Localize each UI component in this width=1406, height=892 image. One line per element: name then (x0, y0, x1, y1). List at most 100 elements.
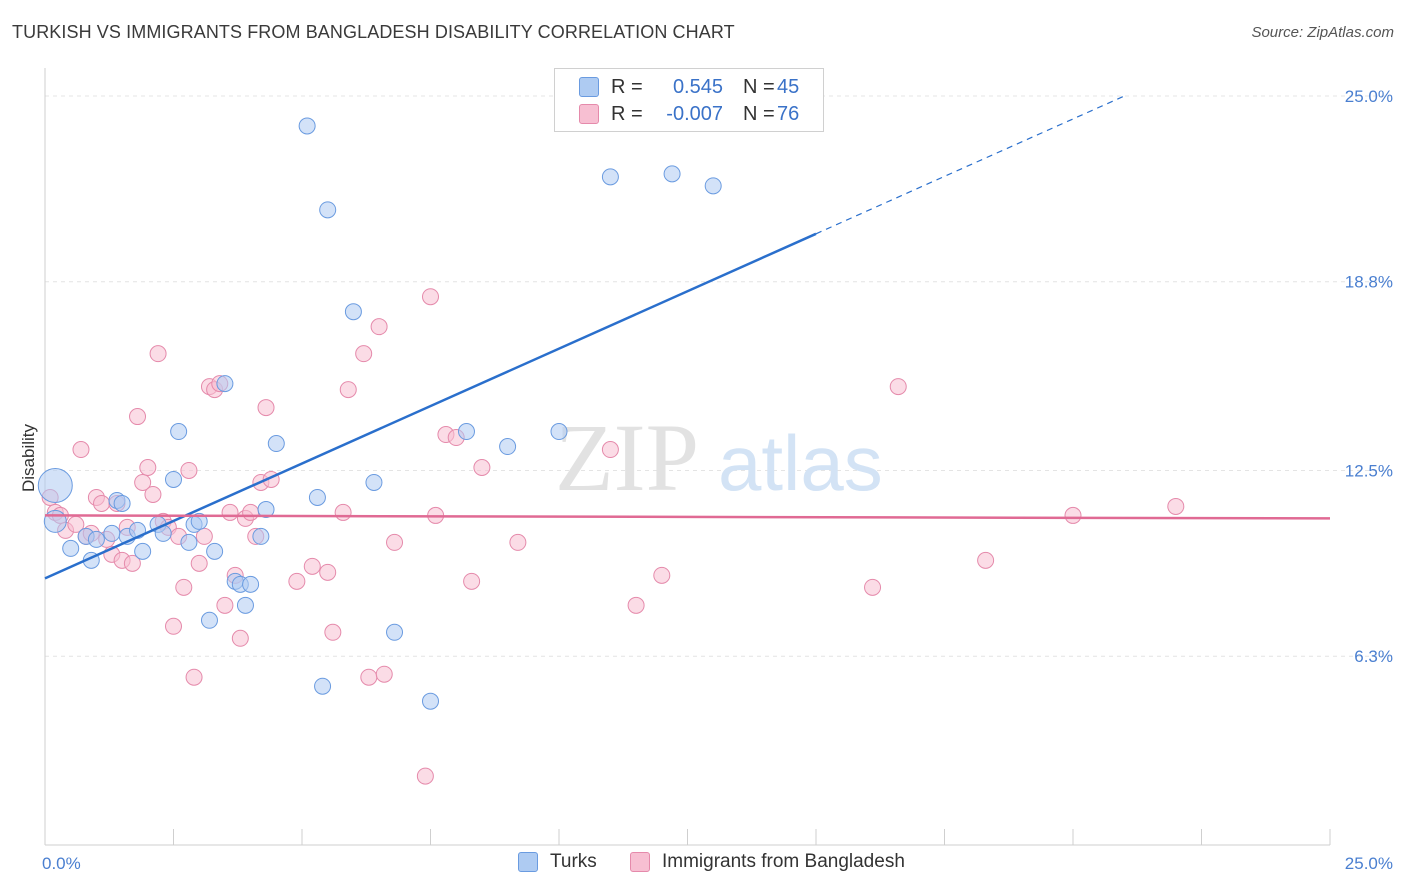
bangladesh-point (889, 378, 907, 396)
bangladesh-point (93, 494, 111, 512)
bangladesh-point (180, 461, 198, 479)
bangladesh-point (257, 399, 275, 417)
y-axis-label: Disability (19, 423, 38, 492)
x-tick-labels: 0.0% 25.0% (42, 854, 1393, 873)
bangladesh-point (139, 458, 157, 476)
legend-label-turks: Turks (550, 851, 597, 872)
trend-lines (44, 95, 1331, 580)
turks-point (252, 527, 270, 545)
legend-row-turks: R = 0.545 N = 45 (579, 74, 799, 100)
turks-point (216, 375, 234, 393)
y-tick-labels: 6.3% 12.5% 18.8% 25.0% (1345, 87, 1393, 666)
turks-point (37, 467, 73, 503)
turks-point (113, 494, 131, 512)
gridlines (45, 95, 1392, 657)
watermark-atlas: atlas (718, 419, 883, 507)
turks-point (663, 165, 681, 183)
source-label: Source: ZipAtlas.com (1251, 24, 1394, 41)
bangladesh-trend-line (44, 514, 1331, 520)
turks-point (200, 611, 218, 629)
bangladesh-point (509, 533, 527, 551)
turks-point (314, 677, 332, 695)
legend-item-bangladesh[interactable]: Immigrants from Bangladesh (630, 851, 905, 873)
turks-point (236, 596, 254, 614)
bangladesh-point (216, 596, 234, 614)
bangladesh-point (360, 668, 378, 686)
turks-point (87, 530, 105, 548)
turks-point (267, 435, 285, 453)
bangladesh-point (463, 572, 481, 590)
legend-label-bangladesh: Immigrants from Bangladesh (662, 851, 905, 872)
bangladesh-point (324, 623, 342, 641)
turks-point (550, 423, 568, 441)
bangladesh-point (1167, 497, 1185, 515)
y-tick-label: 18.8% (1345, 273, 1393, 292)
bangladesh-point (195, 527, 213, 545)
turks-point (422, 692, 439, 710)
bangladesh-point (165, 617, 182, 635)
bangladesh-point (416, 767, 434, 785)
x-tick-label: 0.0% (42, 854, 81, 873)
bangladesh-point (185, 668, 203, 686)
legend-row-bangladesh: R = -0.007 N = 76 (579, 101, 799, 127)
legend-item-turks[interactable]: Turks (518, 851, 597, 873)
y-tick-label: 25.0% (1345, 87, 1393, 106)
turks-point (457, 423, 475, 441)
turks-point (704, 177, 722, 195)
bangladesh-point (339, 381, 357, 399)
x-tick-label: 25.0% (1345, 854, 1393, 873)
turks-point (499, 438, 517, 456)
legend-r-label: R = (611, 75, 643, 98)
legend-n-label: N = (743, 102, 775, 125)
turks-point (601, 168, 619, 186)
bangladesh-point (653, 566, 671, 584)
bangladesh-point (422, 288, 439, 306)
legend-n-label: N = (743, 75, 775, 98)
bangladesh-point (627, 596, 645, 614)
bangladesh-point (473, 458, 491, 476)
y-tick-label: 6.3% (1354, 647, 1393, 666)
turks-point (62, 539, 80, 557)
turks-point (308, 488, 326, 506)
bangladesh-point (134, 473, 152, 491)
bangladesh-point (375, 665, 393, 683)
legend-swatch-blue (579, 77, 599, 97)
bangladesh-point (334, 503, 352, 521)
legend-swatch-pink (630, 852, 650, 872)
bangladesh-point (149, 345, 167, 363)
bangladesh-point (190, 554, 208, 572)
watermark: ZIP atlas (555, 404, 883, 511)
bangladesh-point (370, 318, 388, 336)
legend-n-value: 76 (777, 102, 800, 125)
axes (44, 68, 1331, 846)
bangladesh-point (864, 578, 882, 596)
turks-point (365, 473, 383, 491)
turks-point (43, 509, 67, 533)
stats-legend: R = 0.545 N = 45 R = -0.007 N = 76 (554, 68, 824, 132)
turks-point (165, 470, 182, 488)
bangladesh-point (319, 563, 337, 581)
turks-point (206, 542, 224, 560)
legend-swatch-pink (579, 104, 599, 124)
bangladesh-point (288, 572, 306, 590)
turks-point (190, 512, 208, 530)
bangladesh-point (242, 503, 260, 521)
bangladesh-point (977, 551, 995, 569)
bangladesh-point (175, 578, 193, 596)
turks-point (257, 500, 275, 518)
turks-point (242, 575, 260, 593)
series-legend: Turks Immigrants from Bangladesh (0, 851, 1406, 879)
turks-point (298, 117, 316, 135)
turks-point (386, 623, 404, 641)
bangladesh-point (123, 554, 141, 572)
bangladesh-point (231, 629, 249, 647)
legend-swatch-blue (518, 852, 538, 872)
bangladesh-point (1064, 506, 1082, 524)
turks-trend-line (44, 232, 817, 580)
y-tick-label: 12.5% (1345, 461, 1393, 480)
bangladesh-point (303, 557, 321, 575)
turks-point (319, 201, 337, 219)
turks-point (134, 542, 152, 560)
watermark-zip: ZIP (555, 404, 699, 511)
turks-point (170, 423, 188, 441)
